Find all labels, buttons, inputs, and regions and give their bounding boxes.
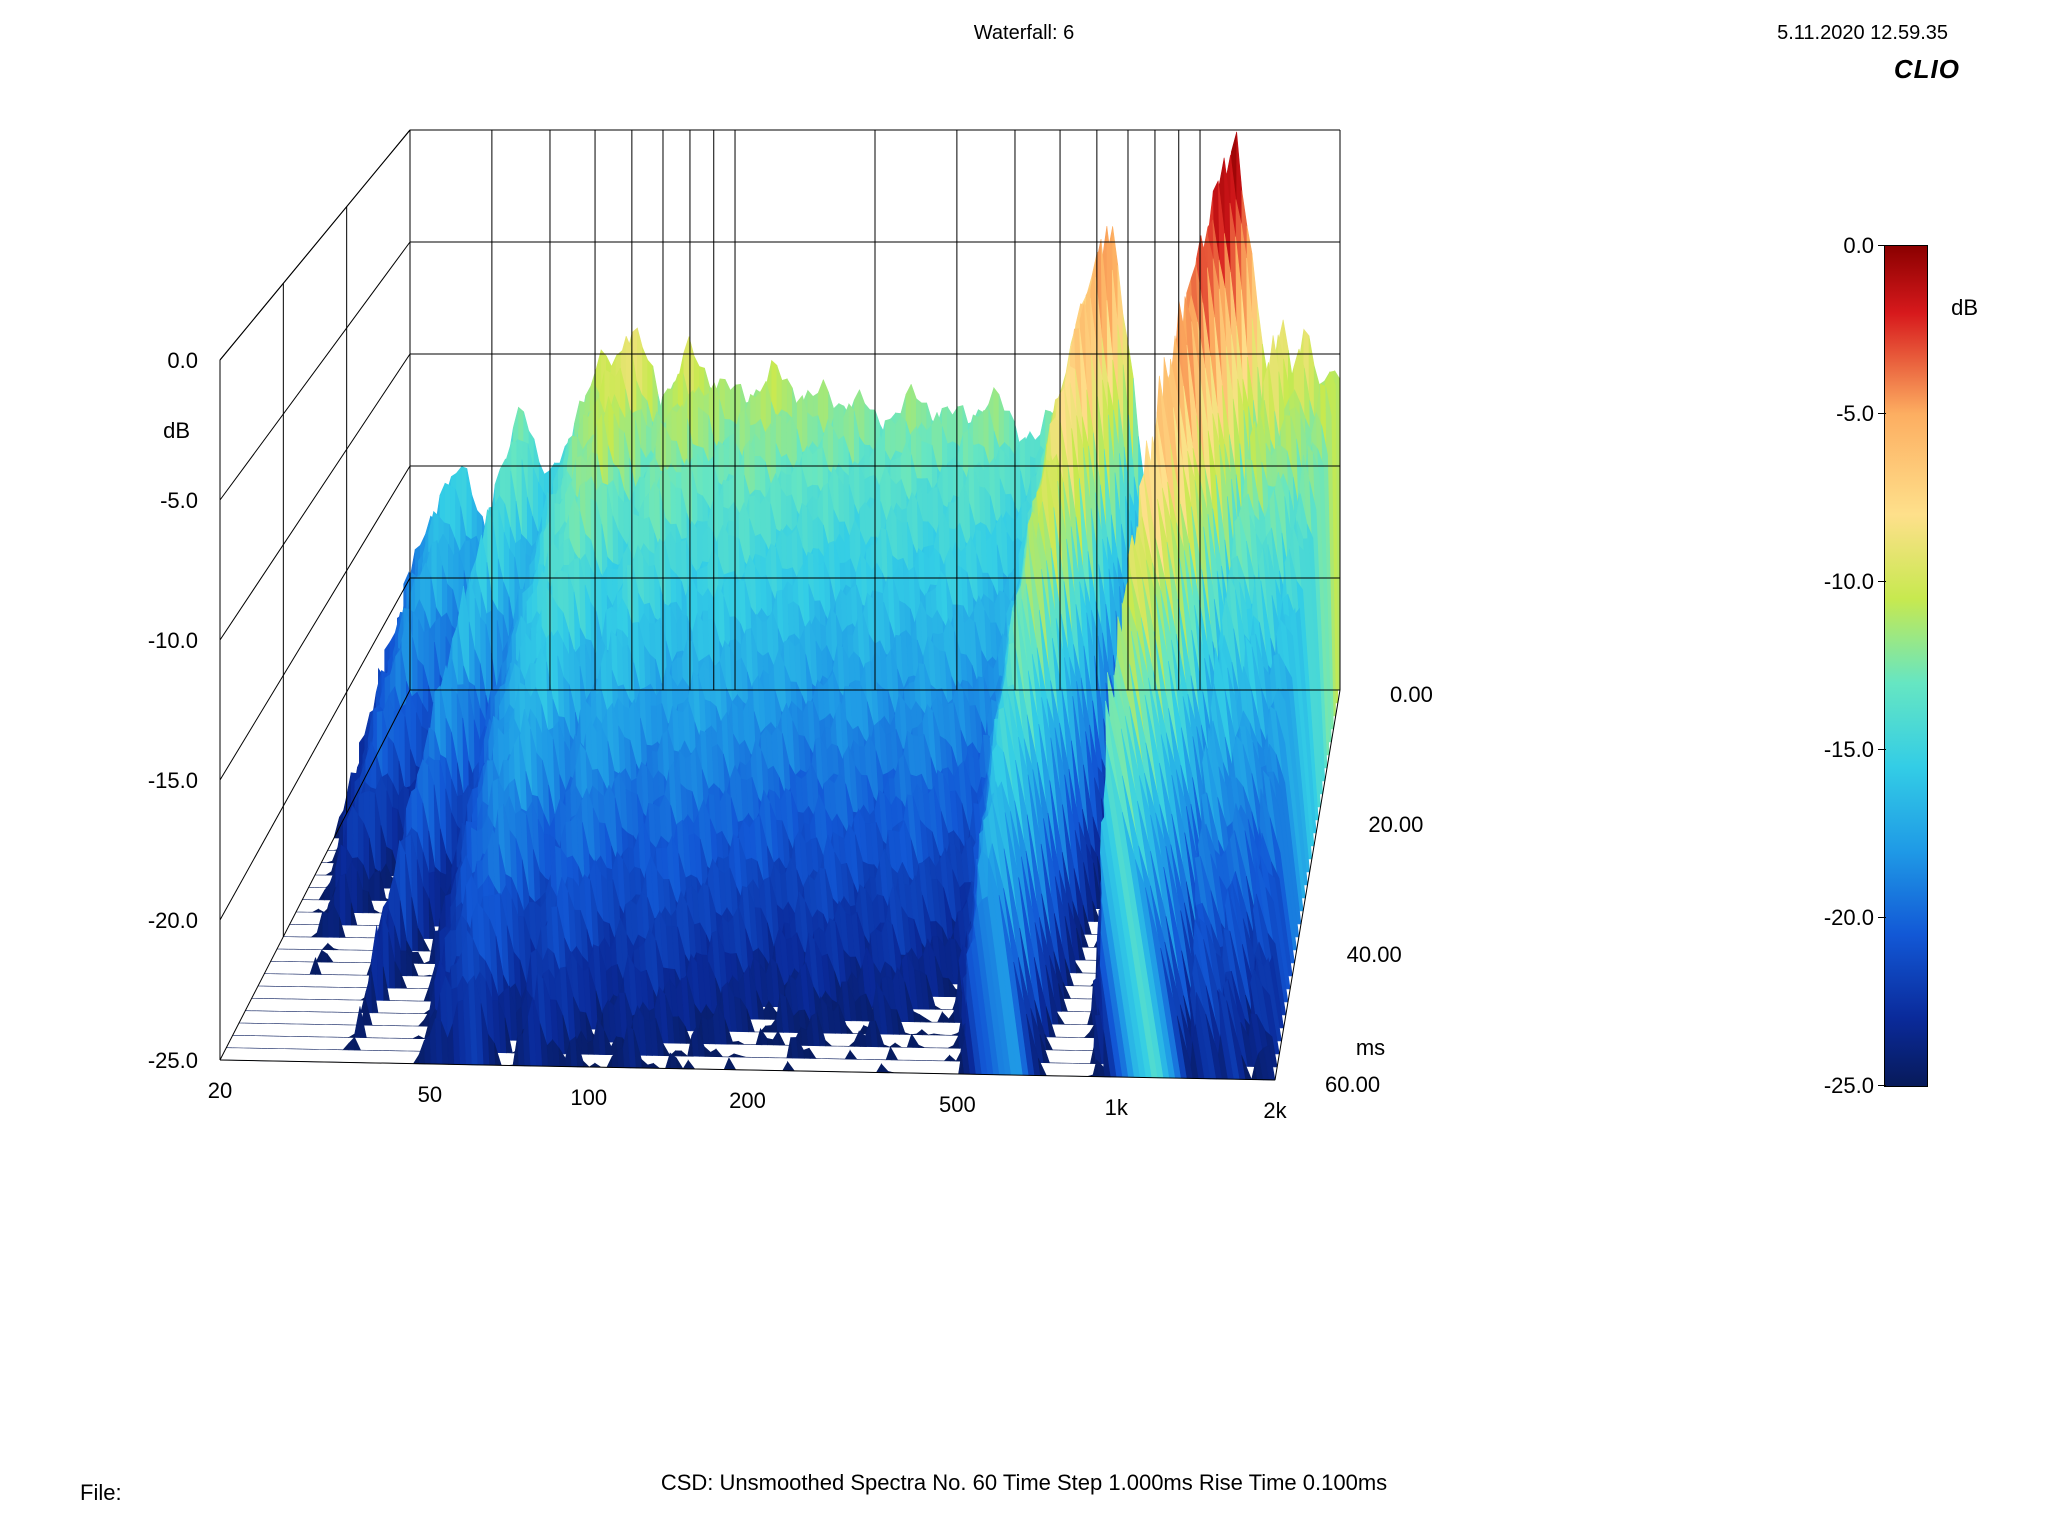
z-tick-label: -10.0 <box>148 628 198 653</box>
x-tick-label: 2k <box>1263 1098 1287 1123</box>
z-tick-label: -25.0 <box>148 1048 198 1073</box>
y-tick-label: 20.00 <box>1368 812 1423 837</box>
y-tick-label: 0.00 <box>1390 682 1433 707</box>
chart-datetime: 5.11.2020 12.59.35 <box>1777 22 1948 45</box>
x-tick-label: 500 <box>939 1092 976 1117</box>
brand-logo: CLIO <box>1894 54 1960 85</box>
z-tick-label: 0.0 <box>167 348 198 373</box>
z-tick-label: -5.0 <box>160 488 198 513</box>
x-tick-label: 100 <box>570 1085 607 1110</box>
colorbar <box>1884 245 1928 1087</box>
footer-csd-info: CSD: Unsmoothed Spectra No. 60 Time Step… <box>0 1470 2048 1496</box>
colorbar-tick: -25.0 <box>1824 1073 1874 1099</box>
colorbar-axis-label: dB <box>1951 295 1978 321</box>
x-tick-label: 1k <box>1105 1095 1129 1120</box>
colorbar-tick: -20.0 <box>1824 905 1874 931</box>
footer-file-label: File: <box>80 1480 122 1506</box>
y-tick-label: 40.00 <box>1347 942 1402 967</box>
colorbar-tick: 0.0 <box>1843 233 1874 259</box>
chart-title: Waterfall: 6 <box>0 22 2048 45</box>
colorbar-tick: -5.0 <box>1836 401 1874 427</box>
x-tick-label: 50 <box>418 1082 442 1107</box>
y-axis-label: ms <box>1356 1035 1385 1060</box>
z-tick-label: -15.0 <box>148 768 198 793</box>
colorbar-tick: -15.0 <box>1824 737 1874 763</box>
colorbar-tick: -10.0 <box>1824 569 1874 595</box>
z-tick-label: -20.0 <box>148 908 198 933</box>
waterfall-3d-plot: 0.0 -5.0 -10.0 -15.0 -20.0 -25.0 dB 20 50 100 200 5… <box>130 100 1630 1220</box>
y-tick-label: 60.00 <box>1325 1072 1380 1097</box>
x-tick-label: 20 <box>208 1078 232 1103</box>
x-tick-label: 200 <box>729 1088 766 1113</box>
z-axis-label: dB <box>163 418 190 443</box>
